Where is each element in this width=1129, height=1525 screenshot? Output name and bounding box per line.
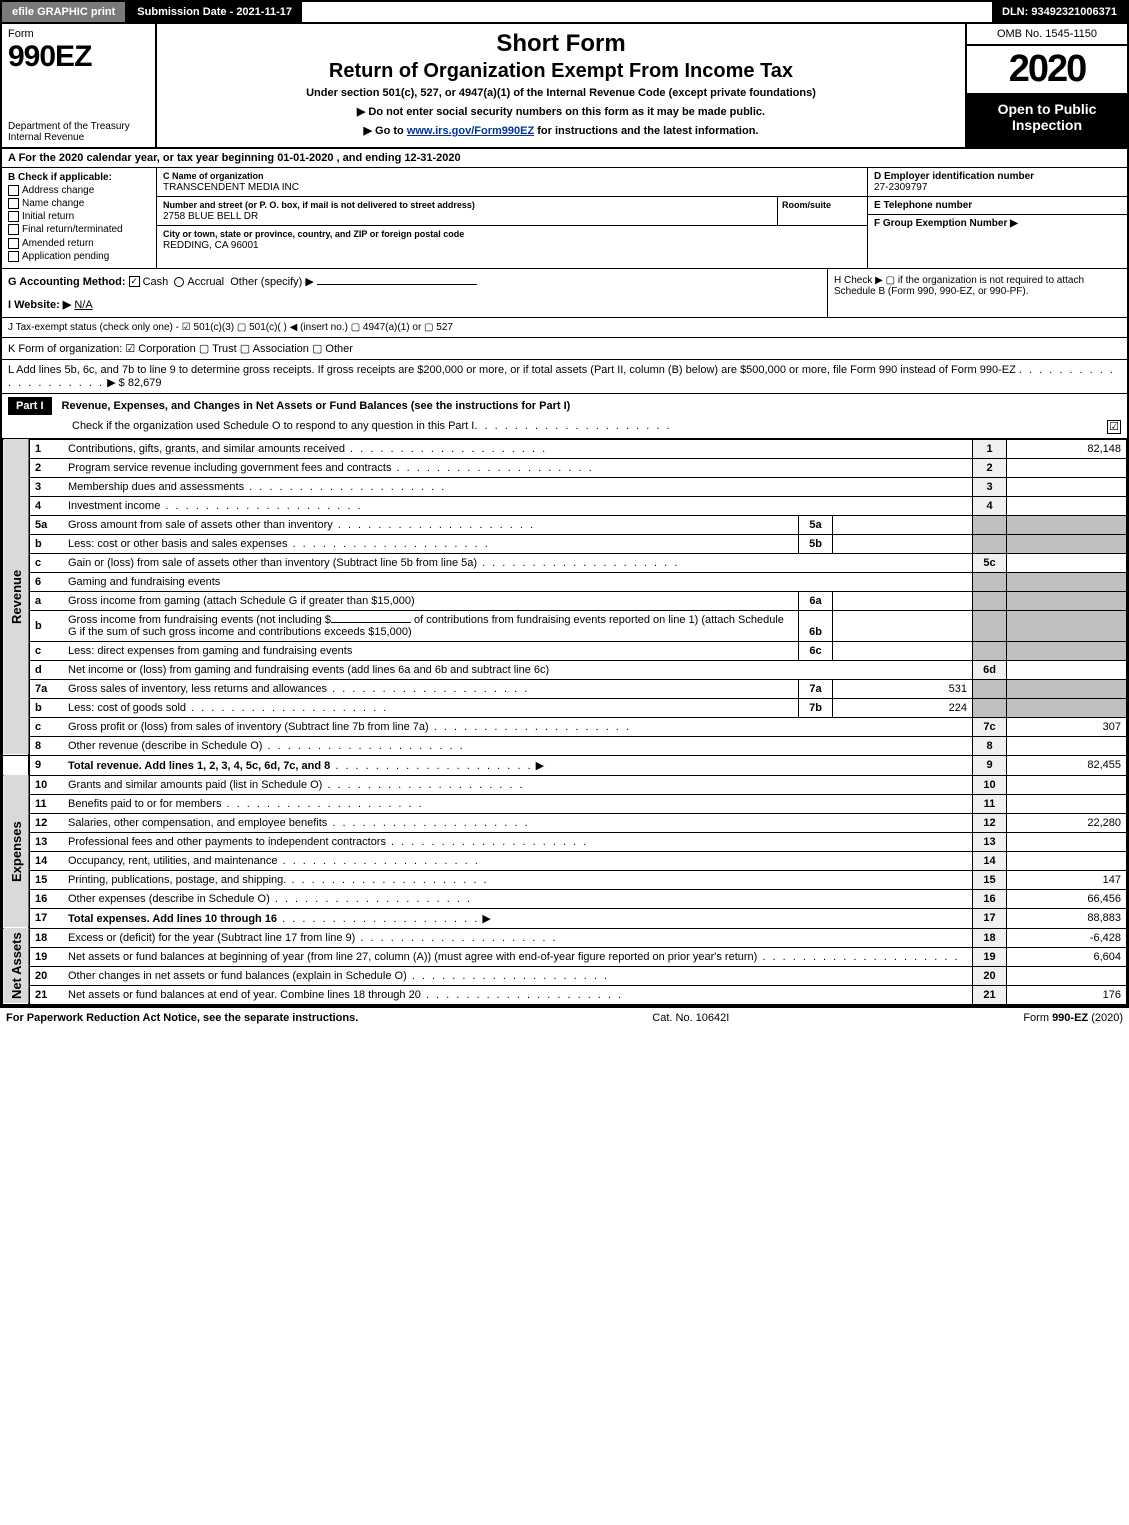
line-5c-value	[1007, 553, 1127, 572]
footer-right: Form 990-EZ (2020)	[1023, 1012, 1123, 1024]
line-5b-value	[833, 534, 973, 553]
line-10-value	[1007, 775, 1127, 794]
header-left: Form 990EZ Department of the Treasury In…	[2, 24, 157, 147]
line-g-i: G Accounting Method: ✓Cash Accrual Other…	[2, 269, 827, 317]
line-k: K Form of organization: ☑ Corporation ▢ …	[2, 338, 1127, 360]
chk-name-change[interactable]: Name change	[8, 198, 150, 209]
subtitle: Under section 501(c), 527, or 4947(a)(1)…	[165, 87, 957, 99]
header-right: OMB No. 1545-1150 2020 Open to Public In…	[967, 24, 1127, 147]
part-i-label: Part I	[8, 397, 52, 415]
line-6c-value	[833, 641, 973, 660]
line-5a-value	[833, 515, 973, 534]
line-j: J Tax-exempt status (check only one) - ☑…	[2, 318, 1127, 338]
dln-label: DLN: 93492321006371	[992, 2, 1127, 22]
line-3-value	[1007, 477, 1127, 496]
group-exemption-cell: F Group Exemption Number ▶	[868, 215, 1127, 268]
org-name: TRANSCENDENT MEDIA INC	[163, 182, 299, 193]
part-i-checkbox[interactable]: ☑	[1107, 420, 1121, 434]
line-l: L Add lines 5b, 6c, and 7b to line 9 to …	[2, 360, 1127, 394]
title-return: Return of Organization Exempt From Incom…	[165, 60, 957, 83]
line-a: A For the 2020 calendar year, or tax yea…	[2, 149, 1127, 168]
chk-amended-return[interactable]: Amended return	[8, 238, 150, 249]
telephone-cell: E Telephone number	[868, 197, 1127, 215]
tax-year: 2020	[967, 46, 1127, 95]
line-8-value	[1007, 736, 1127, 755]
ein-cell: D Employer identification number 27-2309…	[868, 168, 1127, 197]
line-6a-value	[833, 591, 973, 610]
line-17-value: 88,883	[1007, 908, 1127, 928]
org-name-cell: C Name of organization TRANSCENDENT MEDI…	[157, 168, 867, 197]
website-value: N/A	[74, 299, 92, 311]
line-7c-value: 307	[1007, 717, 1127, 736]
chk-accrual[interactable]	[174, 277, 184, 287]
org-address: 2758 BLUE BELL DR	[163, 211, 258, 222]
page-footer: For Paperwork Reduction Act Notice, see …	[0, 1007, 1129, 1028]
form-990ez: Form 990EZ Department of the Treasury In…	[0, 24, 1129, 1007]
line-g: G Accounting Method: ✓Cash Accrual Other…	[8, 275, 821, 288]
org-city-cell: City or town, state or province, country…	[157, 226, 867, 254]
irs-link[interactable]: www.irs.gov/Form990EZ	[407, 125, 534, 137]
line-1-value: 82,148	[1007, 439, 1127, 458]
ein-value: 27-2309797	[874, 182, 927, 193]
line-2-value	[1007, 458, 1127, 477]
chk-address-change[interactable]: Address change	[8, 185, 150, 196]
note-goto: ▶ Go to www.irs.gov/Form990EZ for instru…	[165, 124, 957, 137]
line-7a-value: 531	[833, 679, 973, 698]
line-7b-value: 224	[833, 698, 973, 717]
side-revenue: Revenue	[3, 439, 30, 755]
line-15-value: 147	[1007, 870, 1127, 889]
side-expenses: Expenses	[3, 775, 30, 928]
line-20-value	[1007, 966, 1127, 985]
lines-table: Revenue 1 Contributions, gifts, grants, …	[2, 439, 1127, 1005]
line-19-value: 6,604	[1007, 947, 1127, 966]
line-21-value: 176	[1007, 985, 1127, 1004]
chk-cash[interactable]: ✓	[129, 276, 140, 287]
line-h: H Check ▶ ▢ if the organization is not r…	[827, 269, 1127, 317]
b-label: B Check if applicable:	[8, 172, 150, 183]
line-4-value	[1007, 496, 1127, 515]
form-header: Form 990EZ Department of the Treasury In…	[2, 24, 1127, 149]
top-bar: efile GRAPHIC print Submission Date - 20…	[0, 0, 1129, 24]
title-short-form: Short Form	[165, 30, 957, 58]
org-city: REDDING, CA 96001	[163, 240, 259, 251]
form-word: Form	[8, 28, 149, 40]
part-i-header: Part I Revenue, Expenses, and Changes in…	[2, 394, 1127, 439]
submission-date: Submission Date - 2021-11-17	[127, 2, 302, 22]
gross-receipts-value: 82,679	[128, 377, 162, 389]
header-middle: Short Form Return of Organization Exempt…	[157, 24, 967, 147]
omb-number: OMB No. 1545-1150	[967, 24, 1127, 46]
line-14-value	[1007, 851, 1127, 870]
line-i: I Website: ▶ N/A	[8, 298, 821, 311]
line-9-value: 82,455	[1007, 755, 1127, 775]
department-label: Department of the Treasury Internal Reve…	[8, 121, 149, 143]
chk-final-return[interactable]: Final return/terminated	[8, 224, 150, 235]
footer-left: For Paperwork Reduction Act Notice, see …	[6, 1012, 358, 1024]
col-b: B Check if applicable: Address change Na…	[2, 168, 157, 268]
chk-application-pending[interactable]: Application pending	[8, 251, 150, 262]
chk-initial-return[interactable]: Initial return	[8, 211, 150, 222]
col-c: C Name of organization TRANSCENDENT MEDI…	[157, 168, 867, 268]
form-number: 990EZ	[8, 40, 149, 74]
line-11-value	[1007, 794, 1127, 813]
line-13-value	[1007, 832, 1127, 851]
line-12-value: 22,280	[1007, 813, 1127, 832]
line-16-value: 66,456	[1007, 889, 1127, 908]
line-6d-value	[1007, 660, 1127, 679]
org-address-cell: Number and street (or P. O. box, if mail…	[157, 197, 867, 226]
row-g-h: G Accounting Method: ✓Cash Accrual Other…	[2, 269, 1127, 318]
side-netassets: Net Assets	[3, 928, 30, 1004]
line-6b-value	[833, 610, 973, 641]
open-to-public: Open to Public Inspection	[967, 95, 1127, 147]
efile-print-button[interactable]: efile GRAPHIC print	[2, 2, 127, 22]
note-ssn: ▶ Do not enter social security numbers o…	[165, 105, 957, 118]
line-18-value: -6,428	[1007, 928, 1127, 947]
part-i-check-text: Check if the organization used Schedule …	[72, 420, 474, 434]
part-i-title: Revenue, Expenses, and Changes in Net As…	[62, 400, 571, 412]
footer-catno: Cat. No. 10642I	[358, 1012, 1023, 1024]
section-b-to-f: B Check if applicable: Address change Na…	[2, 168, 1127, 269]
col-def: D Employer identification number 27-2309…	[867, 168, 1127, 268]
